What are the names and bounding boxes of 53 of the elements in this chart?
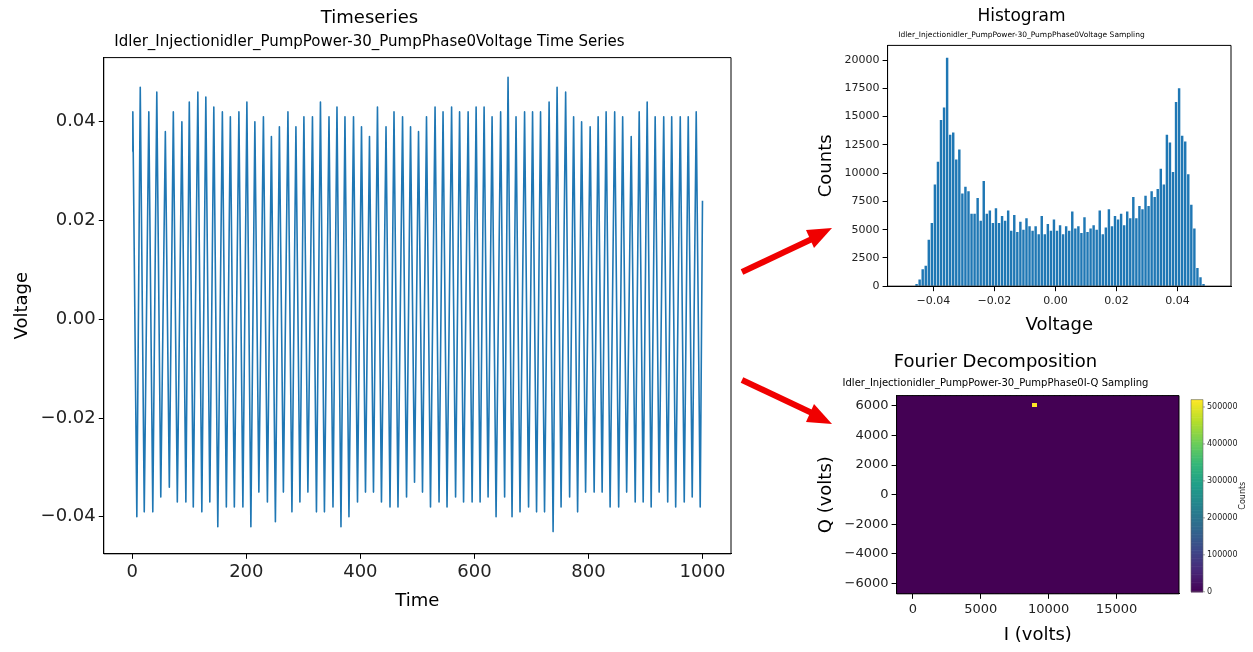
y-tick-label: 0 — [880, 486, 889, 502]
color-bar-label: 300000 — [1207, 475, 1238, 485]
y-tick-label: 0 — [872, 279, 880, 293]
x-tick-label: 0.02 — [1104, 293, 1129, 307]
y-tick-label: 15000 — [844, 109, 880, 123]
y-tick-label: −0.04 — [40, 504, 96, 526]
x-tick-label: 600 — [457, 560, 492, 582]
x-tick-label: 200 — [229, 560, 264, 582]
y-tick-label: 4000 — [855, 426, 889, 442]
x-tick-label: 0.04 — [1165, 293, 1190, 307]
y-tick-label: −2000 — [844, 515, 889, 531]
y-tick-label: 17500 — [844, 81, 880, 95]
x-tick-label: 10000 — [1027, 600, 1070, 616]
x-tick-label: 0 — [908, 600, 918, 616]
y-axis-title: Counts — [814, 134, 836, 198]
color-bar-label: 400000 — [1207, 439, 1238, 449]
x-tick-label: −0.02 — [977, 293, 1012, 307]
x-tick-label: 5000 — [964, 600, 998, 616]
chart-title: Histogram — [977, 4, 1066, 25]
chart-subtitle: Idler_Injectionidler_PumpPower-30_PumpPhase0I-Q Sampling — [842, 377, 1149, 390]
y-tick-label: 12500 — [844, 137, 880, 151]
x-axis-title: I (volts) — [1003, 622, 1072, 644]
y-tick-label: 5000 — [851, 222, 880, 236]
y-tick-label: 6000 — [855, 397, 889, 413]
y-tick-label: 10000 — [844, 166, 880, 180]
x-axis-title: Voltage — [1025, 312, 1094, 334]
x-tick-label: 400 — [343, 560, 378, 582]
y-tick-label: 2500 — [851, 250, 880, 264]
color-bar-title: Counts — [1238, 481, 1248, 510]
y-tick-label: 20000 — [844, 52, 880, 66]
y-axis-title: Q (volts) — [814, 456, 836, 534]
x-tick-label: −0.04 — [916, 293, 951, 307]
y-tick-label: −6000 — [844, 574, 889, 590]
y-tick-label: 0.02 — [55, 208, 96, 230]
y-tick-label: 0.04 — [55, 109, 96, 131]
chart-title: Fourier Decomposition — [893, 350, 1098, 372]
y-tick-label: −0.02 — [40, 405, 96, 427]
x-tick-label: 0.00 — [1043, 293, 1068, 307]
y-tick-label: −4000 — [844, 545, 889, 561]
color-bar-label: 500000 — [1207, 402, 1238, 412]
chart-title: Timeseries — [319, 6, 419, 28]
color-bar-label: 100000 — [1207, 549, 1238, 559]
y-tick-label: 2000 — [855, 456, 889, 472]
y-tick-label: 7500 — [851, 194, 880, 208]
color-bar-label: 0 — [1207, 586, 1213, 596]
x-tick-label: 0 — [126, 560, 138, 582]
color-bar-label: 200000 — [1207, 512, 1238, 522]
x-tick-label: 800 — [571, 560, 606, 582]
x-tick-label: 15000 — [1095, 600, 1138, 616]
x-tick-label: 1000 — [679, 560, 726, 582]
chart-subtitle: Idler_Injectionidler_PumpPower-30_PumpPhase0Voltage Time Series — [114, 32, 625, 52]
y-axis-title: Voltage — [10, 271, 32, 340]
x-axis-title: Time — [394, 588, 440, 610]
